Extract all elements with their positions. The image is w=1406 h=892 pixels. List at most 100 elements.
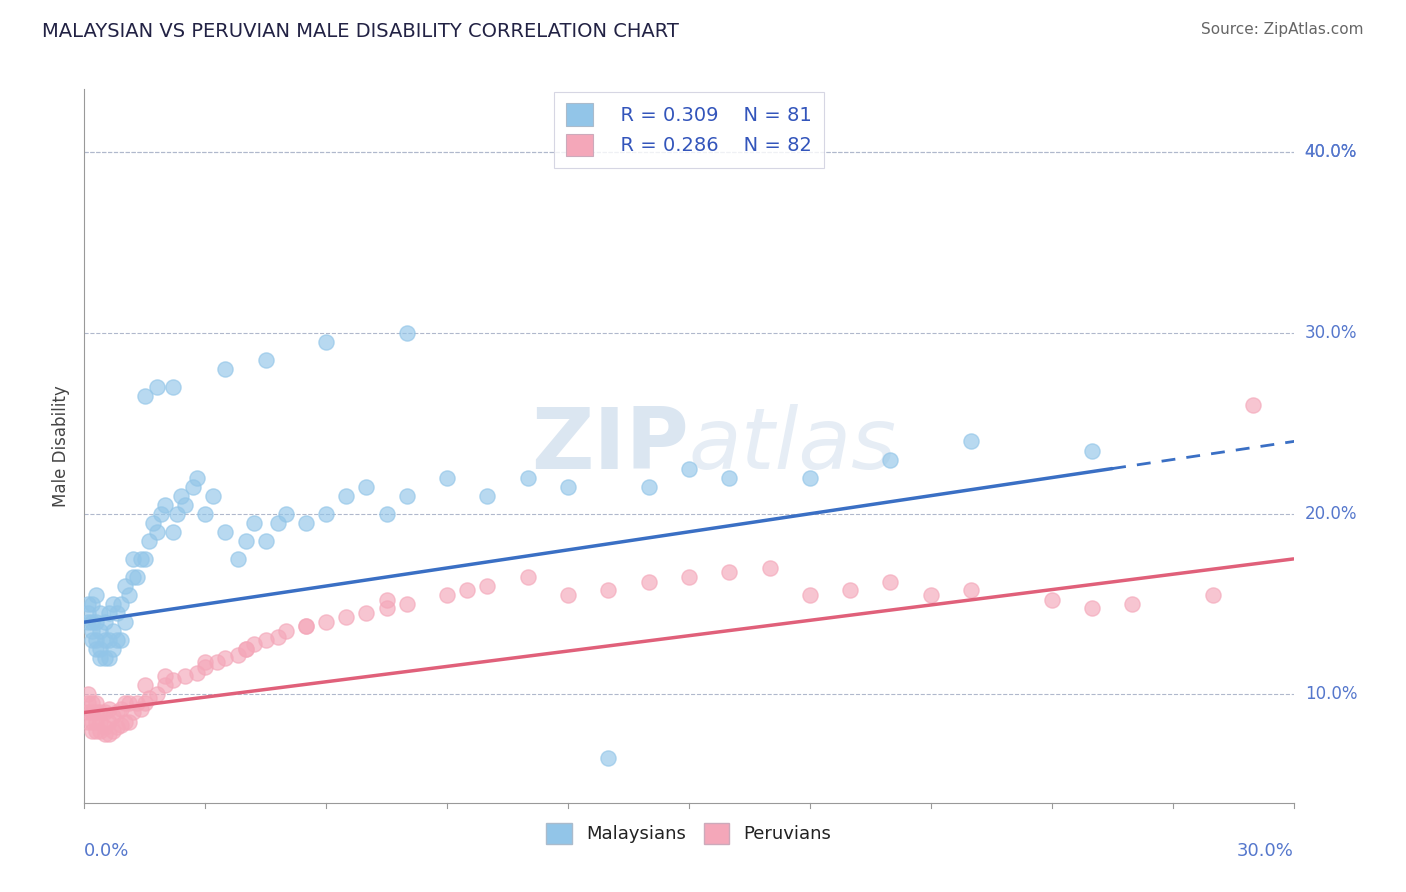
Point xyxy=(77,615,100,629)
Point xyxy=(82,714,104,729)
Point xyxy=(101,624,124,639)
Point xyxy=(134,389,156,403)
Point xyxy=(142,516,165,530)
Point xyxy=(118,588,141,602)
Text: MALAYSIAN VS PERUVIAN MALE DISABILITY CORRELATION CHART: MALAYSIAN VS PERUVIAN MALE DISABILITY CO… xyxy=(42,22,679,41)
Text: 30.0%: 30.0% xyxy=(1237,842,1294,860)
Point xyxy=(129,702,152,716)
Point xyxy=(395,489,418,503)
Point xyxy=(637,575,659,590)
Point xyxy=(82,597,104,611)
Point xyxy=(89,714,111,729)
Point xyxy=(153,498,176,512)
Point xyxy=(114,697,136,711)
Point xyxy=(146,687,169,701)
Point xyxy=(1241,398,1264,412)
Point xyxy=(77,706,100,720)
Text: 20.0%: 20.0% xyxy=(1305,505,1357,523)
Point xyxy=(86,723,108,738)
Point xyxy=(267,630,290,644)
Point xyxy=(839,582,862,597)
Point xyxy=(758,561,780,575)
Point xyxy=(516,570,538,584)
Point xyxy=(274,624,297,639)
Point xyxy=(101,709,124,723)
Point xyxy=(295,619,318,633)
Point xyxy=(920,588,942,602)
Point xyxy=(134,678,156,692)
Point xyxy=(254,353,277,368)
Point xyxy=(456,582,478,597)
Point xyxy=(375,507,398,521)
Point xyxy=(235,642,257,657)
Point xyxy=(356,480,378,494)
Point xyxy=(118,714,141,729)
Point xyxy=(879,452,901,467)
Point xyxy=(242,637,264,651)
Point xyxy=(93,720,115,734)
Point xyxy=(114,714,136,729)
Point xyxy=(557,480,579,494)
Point xyxy=(86,706,108,720)
Point xyxy=(375,593,398,607)
Point xyxy=(214,362,236,376)
Text: 30.0%: 30.0% xyxy=(1305,324,1357,343)
Point xyxy=(395,597,418,611)
Point xyxy=(174,669,197,683)
Point xyxy=(194,660,217,674)
Point xyxy=(267,516,290,530)
Point xyxy=(110,597,132,611)
Point xyxy=(194,507,217,521)
Legend: Malaysians, Peruvians: Malaysians, Peruvians xyxy=(536,812,842,855)
Point xyxy=(960,582,983,597)
Point xyxy=(82,723,104,738)
Point xyxy=(125,697,148,711)
Point xyxy=(77,714,100,729)
Point xyxy=(77,597,100,611)
Point xyxy=(82,624,104,639)
Point xyxy=(678,570,700,584)
Point xyxy=(105,633,128,648)
Point xyxy=(134,697,156,711)
Point xyxy=(162,524,184,539)
Point xyxy=(105,606,128,620)
Point xyxy=(110,702,132,716)
Point xyxy=(97,727,120,741)
Point xyxy=(678,461,700,475)
Point xyxy=(101,642,124,657)
Point xyxy=(960,434,983,449)
Point xyxy=(101,723,124,738)
Point xyxy=(125,570,148,584)
Point xyxy=(477,579,499,593)
Point xyxy=(186,665,208,680)
Point xyxy=(82,633,104,648)
Text: ZIP: ZIP xyxy=(531,404,689,488)
Point xyxy=(1081,443,1104,458)
Point xyxy=(335,489,357,503)
Point xyxy=(86,642,108,657)
Text: atlas: atlas xyxy=(689,404,897,488)
Point xyxy=(77,687,100,701)
Point xyxy=(97,651,120,665)
Point xyxy=(89,606,111,620)
Point xyxy=(138,533,160,548)
Point xyxy=(97,606,120,620)
Point xyxy=(254,633,277,648)
Y-axis label: Male Disability: Male Disability xyxy=(52,385,70,507)
Point xyxy=(89,706,111,720)
Point xyxy=(153,669,176,683)
Text: 10.0%: 10.0% xyxy=(1305,685,1357,704)
Point xyxy=(129,552,152,566)
Point xyxy=(97,702,120,716)
Point xyxy=(202,489,225,503)
Point xyxy=(153,678,176,692)
Point xyxy=(86,714,108,729)
Point xyxy=(436,588,458,602)
Point xyxy=(436,470,458,484)
Point xyxy=(274,507,297,521)
Point xyxy=(121,570,143,584)
Point xyxy=(86,633,108,648)
Point xyxy=(1081,600,1104,615)
Point xyxy=(1121,597,1143,611)
Point xyxy=(315,335,337,350)
